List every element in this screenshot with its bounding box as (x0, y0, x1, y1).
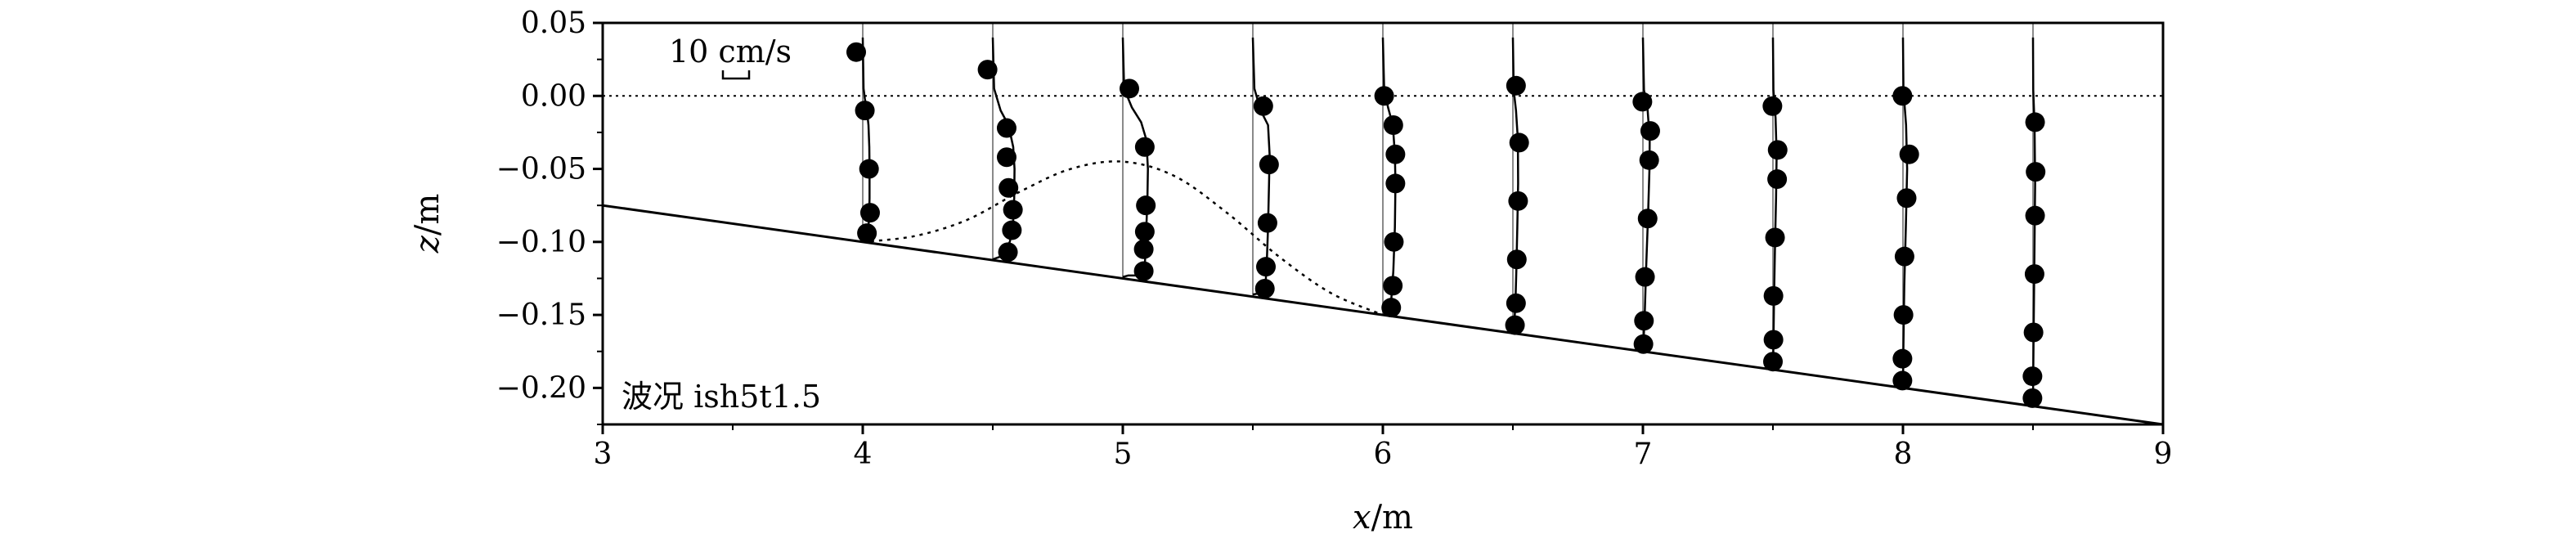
observed-point (1505, 315, 1525, 335)
x-tick-label: 8 (1894, 438, 1913, 471)
observed-point (1899, 144, 1919, 164)
observed-point (1637, 209, 1658, 229)
observed-point (846, 42, 866, 62)
observed-point (1134, 222, 1155, 242)
observed-point (855, 101, 875, 121)
scale-bar-label: 10 cm/s (669, 34, 792, 70)
observed-point (1254, 278, 1275, 298)
observed-point (1896, 188, 1917, 209)
observed-point (1136, 195, 1156, 216)
x-tick-label: 6 (1374, 438, 1393, 471)
observed-point (1120, 79, 1139, 99)
observed-point (1253, 96, 1273, 116)
observed-point (1892, 348, 1913, 369)
observed-point (996, 147, 1016, 168)
observed-point (1506, 293, 1526, 313)
y-tick-label: 0.00 (521, 79, 586, 113)
model-profile-line (1641, 37, 1651, 352)
x-axis-label: x/m (1353, 499, 1413, 536)
observed-point (1639, 150, 1659, 170)
observed-point (1894, 246, 1914, 267)
observed-point (1385, 173, 1406, 194)
x-tick-label: 3 (594, 438, 613, 471)
observed-point (859, 203, 880, 223)
observed-point (1762, 96, 1783, 116)
observed-points (846, 42, 2046, 408)
observed-point (1383, 114, 1403, 135)
x-tick-label: 7 (1634, 438, 1653, 471)
observed-point (977, 60, 998, 80)
y-axis-ticks: 0.05 0.00 −0.05 −0.10 −0.15 −0.20 (496, 7, 603, 425)
observed-point (2025, 112, 2045, 132)
observed-point (859, 159, 879, 179)
observed-point (1635, 267, 1655, 287)
observed-point (2025, 205, 2045, 226)
observed-point (1133, 239, 1154, 259)
observed-point (1633, 334, 1654, 354)
observed-point (2022, 366, 2043, 387)
observed-point (1002, 220, 1022, 240)
observed-point (2024, 264, 2044, 285)
observed-point (1256, 257, 1276, 277)
observed-point (1509, 132, 1529, 153)
model-profiles (861, 37, 2036, 406)
observed-point (1506, 75, 1526, 96)
x-tick-label: 9 (2154, 438, 2173, 471)
scale-bar: 10 cm/s (669, 34, 792, 80)
breaker-bar-profile (862, 160, 1384, 316)
observed-point (1892, 370, 1913, 391)
observed-point (2026, 162, 2046, 182)
station-reference-lines (862, 23, 2034, 406)
observed-point (857, 223, 877, 244)
breaker-bar-curve (862, 160, 1384, 316)
observed-point (1892, 86, 1913, 106)
observed-point (1763, 330, 1784, 350)
y-tick-label: −0.05 (496, 153, 586, 186)
observed-point (1259, 155, 1279, 175)
x-tick-label: 4 (854, 438, 873, 471)
observed-point (1384, 231, 1404, 252)
observed-point (1374, 86, 1394, 106)
observed-point (1767, 169, 1788, 190)
observed-point (1634, 311, 1654, 331)
observed-point (2023, 322, 2044, 343)
observed-point (1767, 140, 1788, 160)
observed-point (1763, 352, 1783, 372)
observed-point (1257, 213, 1277, 233)
y-axis-label: z/m (409, 194, 447, 254)
observed-point (2022, 388, 2043, 408)
observed-point (1893, 305, 1914, 325)
scale-bar-bracket (721, 70, 751, 80)
observed-point (1765, 227, 1785, 248)
observed-point (996, 118, 1016, 138)
observed-point (1133, 261, 1154, 281)
observed-point (1632, 92, 1653, 112)
observed-point (998, 242, 1018, 263)
observed-point (1381, 298, 1402, 318)
case-label: 波况 ish5t1.5 (622, 379, 821, 415)
observed-point (1003, 200, 1023, 220)
x-axis-ticks: 3 4 5 6 7 8 9 (594, 424, 2173, 471)
x-tick-label: 5 (1114, 438, 1133, 471)
y-tick-label: −0.20 (496, 371, 586, 405)
y-tick-label: 0.05 (521, 7, 586, 40)
observed-point (1383, 276, 1403, 296)
observed-point (1640, 121, 1660, 141)
observed-point (1508, 191, 1528, 211)
observed-point (1134, 137, 1155, 157)
observed-point (999, 177, 1019, 198)
observed-point (1763, 285, 1784, 306)
observed-point (1506, 249, 1527, 270)
y-tick-label: −0.15 (496, 298, 586, 332)
y-tick-label: −0.10 (496, 226, 586, 259)
observed-point (1385, 144, 1406, 164)
